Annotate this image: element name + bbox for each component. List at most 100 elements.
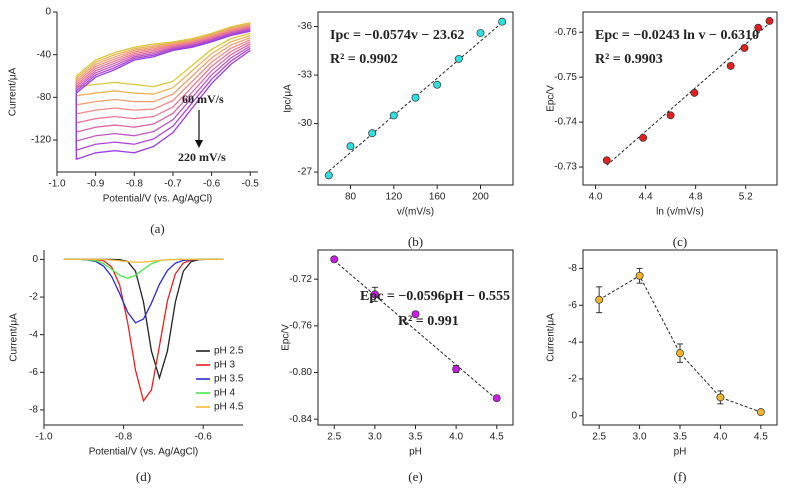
plot-frame [317, 249, 514, 426]
y-tick-label: -2 [29, 292, 38, 303]
y-tick-label: -0.72 [289, 274, 312, 285]
y-axis-label: Current/μA [9, 313, 20, 362]
data-point [368, 129, 377, 138]
y-tick-label: -27 [298, 167, 313, 178]
x-tick-label: 4.5 [490, 432, 504, 443]
y-tick-label: -36 [298, 21, 313, 32]
x-tick-label: 3.5 [409, 432, 423, 443]
y-tick-label: -0.84 [289, 414, 312, 425]
y-axis-label: Current/μA [8, 67, 19, 116]
plot-frame [317, 11, 514, 186]
y-axis-label: Current/μA [546, 313, 557, 362]
data-point [452, 365, 461, 373]
x-tick-label: 3.5 [673, 432, 687, 443]
panel-caption: (e) [408, 469, 422, 484]
panel-caption: (c) [673, 234, 687, 249]
legend-label: pH 2.5 [214, 346, 244, 357]
x-tick-label: -0.8 [126, 179, 144, 190]
x-tick-label: -0.6 [203, 179, 221, 190]
x-tick-label: 4.0 [449, 432, 463, 443]
series-line [598, 275, 762, 413]
data-point [370, 290, 379, 299]
annotation: Ipc = −0.0574v − 23.62 [330, 28, 464, 43]
x-tick-label: -0.7 [164, 179, 182, 190]
x-tick-label: 5.2 [739, 192, 753, 203]
x-axis-label: v/(mV/s) [397, 207, 434, 218]
annotation: 220 mV/s [178, 150, 226, 164]
data-point [754, 23, 763, 32]
y-axis-label: Epc/V [546, 85, 557, 112]
plot-frame [582, 249, 778, 426]
x-tick-label: -0.6 [195, 432, 213, 443]
x-tick-label: -1.0 [48, 179, 66, 190]
data-point [740, 43, 749, 52]
x-tick-label: 4.4 [639, 192, 653, 203]
y-tick-label: -0.76 [289, 320, 312, 331]
y-tick-label: -8 [568, 263, 577, 274]
y-tick-label: 0 [571, 410, 577, 421]
x-tick-label: 160 [429, 192, 446, 203]
x-tick-label: 4.5 [754, 432, 768, 443]
y-tick-label: -0.74 [554, 117, 577, 128]
y-tick-label: 0 [45, 7, 51, 18]
y-tick-label: -0.76 [554, 27, 577, 38]
legend-label: pH 3.5 [214, 374, 244, 385]
panel-caption: (b) [408, 234, 423, 249]
x-axis-label: Potential/V (vs. Ag/AgCl) [89, 447, 199, 458]
y-tick-label: -6 [568, 300, 577, 311]
y-tick-label: -33 [298, 70, 313, 81]
x-tick-label: -1.0 [35, 432, 53, 443]
y-axis-label: Epc/V [281, 324, 292, 351]
panel-caption: (f) [674, 469, 687, 484]
x-axis-label: pH [409, 447, 422, 458]
y-axis-label: Ipc/μA [283, 84, 294, 113]
x-tick-label: 3.0 [368, 432, 382, 443]
data-point [716, 393, 725, 402]
x-tick-label: -0.8 [115, 432, 133, 443]
panel-caption: (a) [150, 221, 164, 236]
y-tick-label: -80 [37, 92, 52, 103]
data-point [454, 54, 463, 63]
data-point [602, 156, 611, 165]
data-point [676, 349, 684, 358]
x-tick-label: 2.5 [592, 432, 606, 443]
data-point [492, 394, 501, 403]
data-point [498, 17, 507, 26]
data-point [690, 88, 699, 97]
y-tick-label: -8 [29, 405, 38, 416]
x-tick-label: 4.0 [713, 432, 727, 443]
x-axis-label: ln (v/mV/s) [656, 207, 704, 218]
fit-line [328, 22, 503, 172]
series-line [63, 258, 224, 263]
annotation: R² = 0.9902 [330, 52, 398, 67]
x-tick-label: 4.8 [689, 192, 703, 203]
panel-caption: (d) [136, 469, 151, 484]
data-point [433, 80, 442, 89]
fit-line [606, 22, 770, 166]
x-tick-label: 80 [345, 192, 357, 203]
data-point [726, 61, 735, 70]
data-point [411, 310, 420, 319]
x-tick-label: 3.0 [633, 432, 647, 443]
x-tick-label: 120 [385, 192, 402, 203]
annotation: R² = 0.9903 [595, 52, 663, 67]
legend-label: pH 4 [214, 388, 236, 399]
data-point [666, 111, 675, 120]
legend-label: pH 4.5 [214, 402, 244, 413]
data-point [476, 29, 485, 37]
x-axis-label: pH [674, 447, 687, 458]
annotation: Epc = −0.0596pH − 0.555 [360, 289, 510, 304]
y-tick-label: -120 [31, 135, 51, 146]
y-tick-label: -6 [29, 367, 38, 378]
y-tick-label: -0.73 [554, 162, 577, 173]
x-tick-label: 2.5 [327, 432, 341, 443]
y-tick-label: -4 [29, 329, 38, 340]
data-point [346, 142, 355, 151]
data-point [324, 171, 333, 180]
plot-frame [582, 11, 778, 186]
x-axis-label: Potential/V (vs. Ag/AgCl) [103, 194, 213, 205]
y-tick-label: -40 [37, 49, 52, 60]
data-point [595, 295, 604, 304]
x-tick-label: 4.0 [589, 192, 603, 203]
series-line [75, 27, 251, 133]
